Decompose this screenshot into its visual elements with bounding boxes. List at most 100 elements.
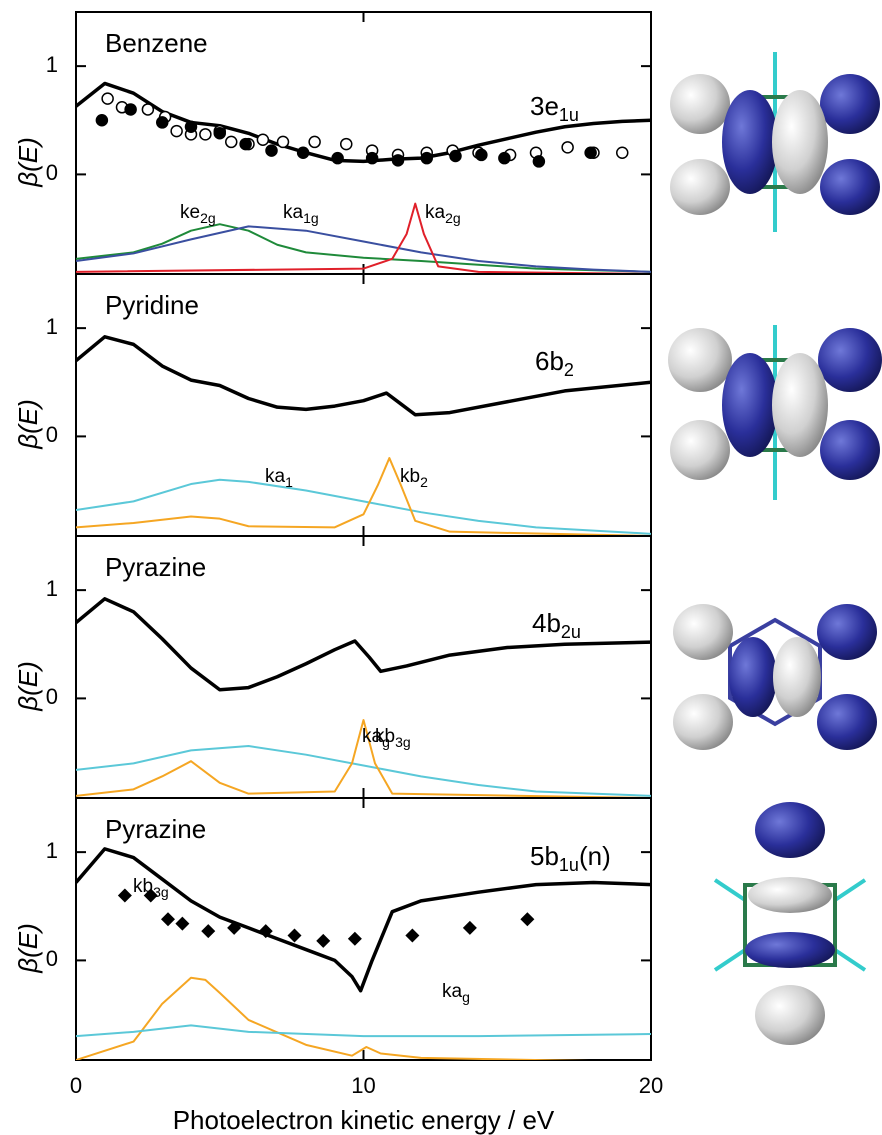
series-label: 6b2: [535, 346, 574, 380]
label-sub: 2g: [445, 210, 461, 226]
label-sub: g: [382, 734, 390, 750]
data-point: [616, 146, 629, 159]
data-point: [405, 928, 420, 943]
plot-content: [76, 597, 651, 798]
curve: [76, 202, 651, 274]
label-main: 6b: [535, 346, 564, 376]
curve: [76, 335, 651, 417]
curve: [76, 81, 651, 164]
data-point: [199, 128, 212, 141]
data-point: [95, 114, 109, 127]
orbital-benzene: [670, 52, 880, 232]
orbital-images: [668, 52, 882, 1045]
y-tick-label: 1: [46, 838, 58, 863]
curve: [76, 457, 651, 536]
label-main: 4b: [532, 608, 561, 638]
data-point: [213, 127, 226, 140]
x-axis-label: Photoelectron kinetic energy / eV: [173, 1105, 555, 1135]
orbital-pyrazine-4b2u: [673, 604, 877, 750]
series-label: 5b1u(n): [530, 841, 611, 875]
curve: [76, 719, 651, 798]
plot-content: [76, 81, 651, 274]
label-sub: 3g: [395, 734, 411, 750]
data-point: [258, 924, 273, 939]
series-label: kag: [442, 981, 470, 1005]
label-main: 3e: [530, 91, 559, 121]
series-label: ka2g: [425, 202, 461, 226]
label-main: kb: [375, 726, 395, 747]
label-sub: 1u: [559, 105, 579, 125]
data-point: [462, 920, 477, 935]
y-axis-label: β(E): [13, 399, 43, 450]
curve: [76, 223, 651, 273]
label-sub: 3g: [153, 884, 169, 900]
data-point: [101, 92, 114, 105]
label-main: ke: [180, 202, 200, 223]
y-axis-label: β(E): [13, 137, 43, 188]
curve: [76, 478, 651, 535]
data-point: [175, 916, 190, 931]
data-point: [391, 154, 405, 167]
data-point: [287, 928, 302, 943]
x-tick-label: 0: [70, 1073, 82, 1098]
curve: [76, 597, 651, 692]
data-point: [161, 912, 175, 927]
data-point: [561, 141, 574, 154]
label-main: ka: [362, 726, 383, 747]
orbital-pyrazine-5b1u: [713, 802, 867, 1045]
data-point: [227, 920, 242, 935]
data-point: [225, 135, 238, 149]
data-point: [276, 135, 290, 149]
data-point: [420, 151, 433, 165]
x-tick-label: 10: [351, 1073, 375, 1098]
curve: [76, 847, 651, 993]
y-tick-label: 0: [46, 684, 58, 709]
data-point: [331, 151, 344, 165]
data-point: [308, 135, 321, 149]
data-point: [265, 144, 278, 157]
data-point: [584, 146, 597, 159]
y-tick-label: 0: [46, 160, 58, 185]
orbital-pyridine: [668, 325, 882, 500]
curve: [76, 225, 651, 273]
curve: [76, 1024, 651, 1038]
y-tick-label: 1: [46, 576, 58, 601]
panel-title: Pyridine: [105, 290, 199, 320]
y-axis-label: β(E): [13, 661, 43, 712]
series-label: kb2: [400, 466, 428, 490]
data-point: [184, 120, 198, 134]
series-label: kag: [362, 726, 390, 750]
data-point: [449, 149, 462, 163]
label-sub: 2: [420, 474, 428, 490]
plot-content: [76, 335, 651, 536]
panel-title: Benzene: [105, 28, 208, 58]
series-label: kb3g: [133, 876, 169, 900]
data-point: [340, 137, 353, 151]
panel-title: Pyrazine: [105, 814, 206, 844]
label-sub: 2: [564, 360, 574, 380]
data-point: [124, 103, 137, 116]
panel-title: Pyrazine: [105, 552, 206, 582]
label-sub: 2u: [561, 622, 581, 642]
data-point: [296, 146, 310, 159]
label-sub: 1: [285, 474, 293, 490]
y-tick-label: 0: [46, 422, 58, 447]
x-tick-label: 20: [639, 1073, 663, 1098]
data-point: [201, 924, 216, 939]
plot-content: [76, 847, 651, 1060]
data-point: [143, 888, 158, 903]
data-point: [520, 912, 535, 927]
label-main: kb: [400, 466, 420, 487]
data-point: [117, 888, 132, 903]
label-sub: 2g: [200, 210, 216, 226]
series-label: ka1: [265, 466, 293, 490]
series-label: ka1g: [283, 202, 319, 226]
data-point: [365, 151, 379, 165]
label-main: ka: [283, 202, 304, 223]
y-tick-label: 1: [46, 314, 58, 339]
data-point: [316, 933, 331, 948]
